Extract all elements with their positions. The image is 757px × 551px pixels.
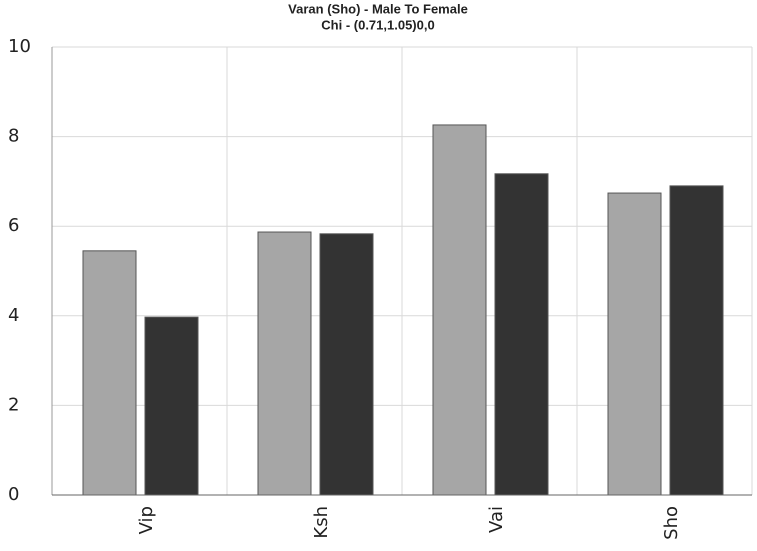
chart-title: Varan (Sho) - Male To Female: [288, 1, 468, 16]
x-tick-label: Vip: [136, 506, 157, 534]
bar: [144, 316, 199, 496]
y-tick-label: 2: [8, 394, 19, 415]
y-tick-label: 10: [8, 36, 31, 57]
bar: [82, 250, 137, 496]
bar: [432, 124, 487, 496]
x-tick-label: Vai: [486, 506, 507, 533]
x-tick-label: Ksh: [311, 506, 332, 539]
y-tick-label: 6: [8, 215, 19, 236]
x-tick-label: Sho: [661, 506, 682, 540]
bar: [257, 231, 312, 496]
y-tick-label: 0: [8, 484, 19, 505]
bar: [319, 233, 374, 496]
bar: [607, 192, 662, 496]
y-tick-label: 8: [8, 126, 19, 147]
y-tick-label: 4: [8, 305, 19, 326]
bar: [669, 185, 724, 496]
bar: [494, 173, 549, 496]
chart-subtitle: Chi - (0.71,1.05)0,0: [321, 17, 434, 32]
